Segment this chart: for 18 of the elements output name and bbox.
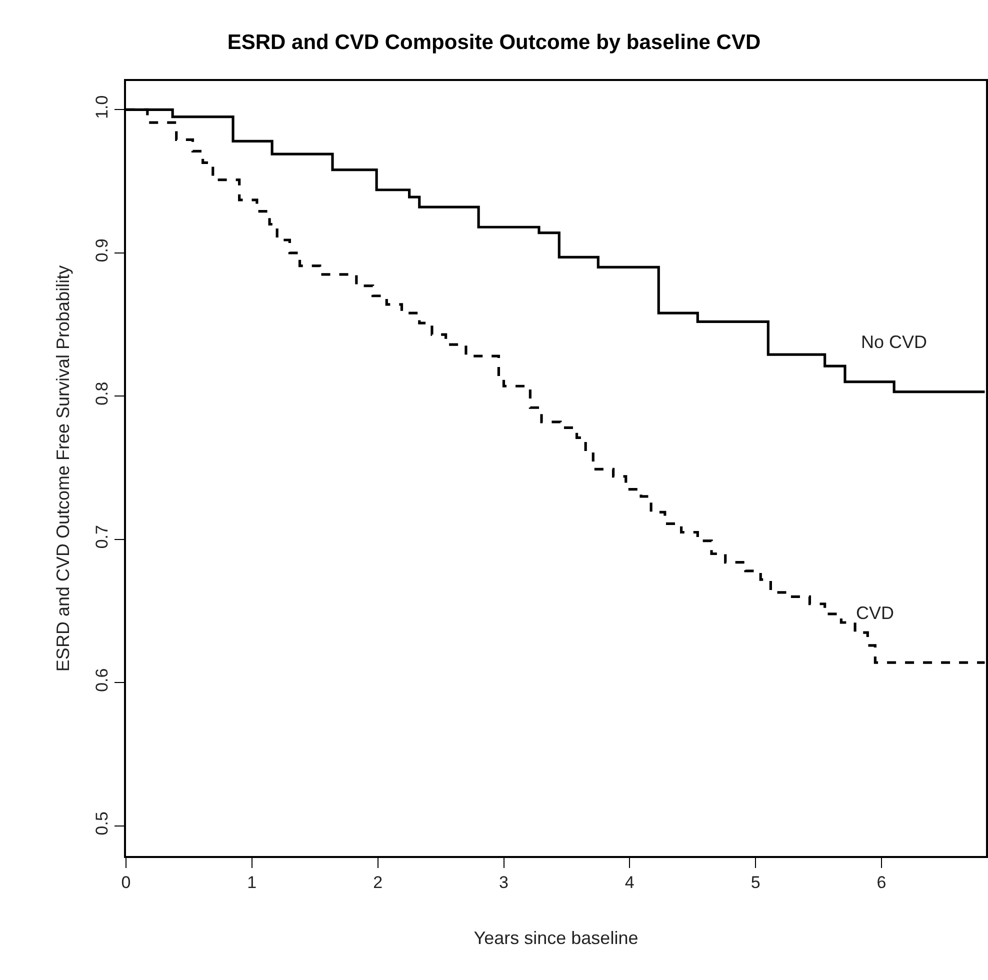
x-tick-label: 3 — [499, 873, 508, 892]
series-label: No CVD — [861, 332, 928, 352]
x-tick-label: 1 — [247, 873, 257, 892]
y-axis-title: ESRD and CVD Outcome Free Survival Probability — [53, 265, 74, 672]
x-tick-label: 4 — [624, 873, 634, 892]
x-tick-label: 5 — [750, 873, 760, 892]
y-tick-label: 1.0 — [92, 95, 112, 119]
y-tick-label: 0.6 — [92, 668, 112, 692]
x-tick-label: 0 — [121, 873, 131, 892]
x-tick-label: 6 — [876, 873, 886, 892]
y-tick-label: 0.9 — [92, 238, 112, 262]
y-tick-label: 0.8 — [92, 382, 112, 406]
x-axis-title: Years since baseline — [474, 928, 638, 948]
y-tick-label: 0.7 — [92, 525, 112, 549]
series-label: CVD — [856, 603, 894, 623]
x-tick-label: 2 — [373, 873, 383, 892]
chart-title: ESRD and CVD Composite Outcome by baseline CVD — [227, 31, 761, 54]
y-tick-label: 0.5 — [92, 812, 112, 836]
